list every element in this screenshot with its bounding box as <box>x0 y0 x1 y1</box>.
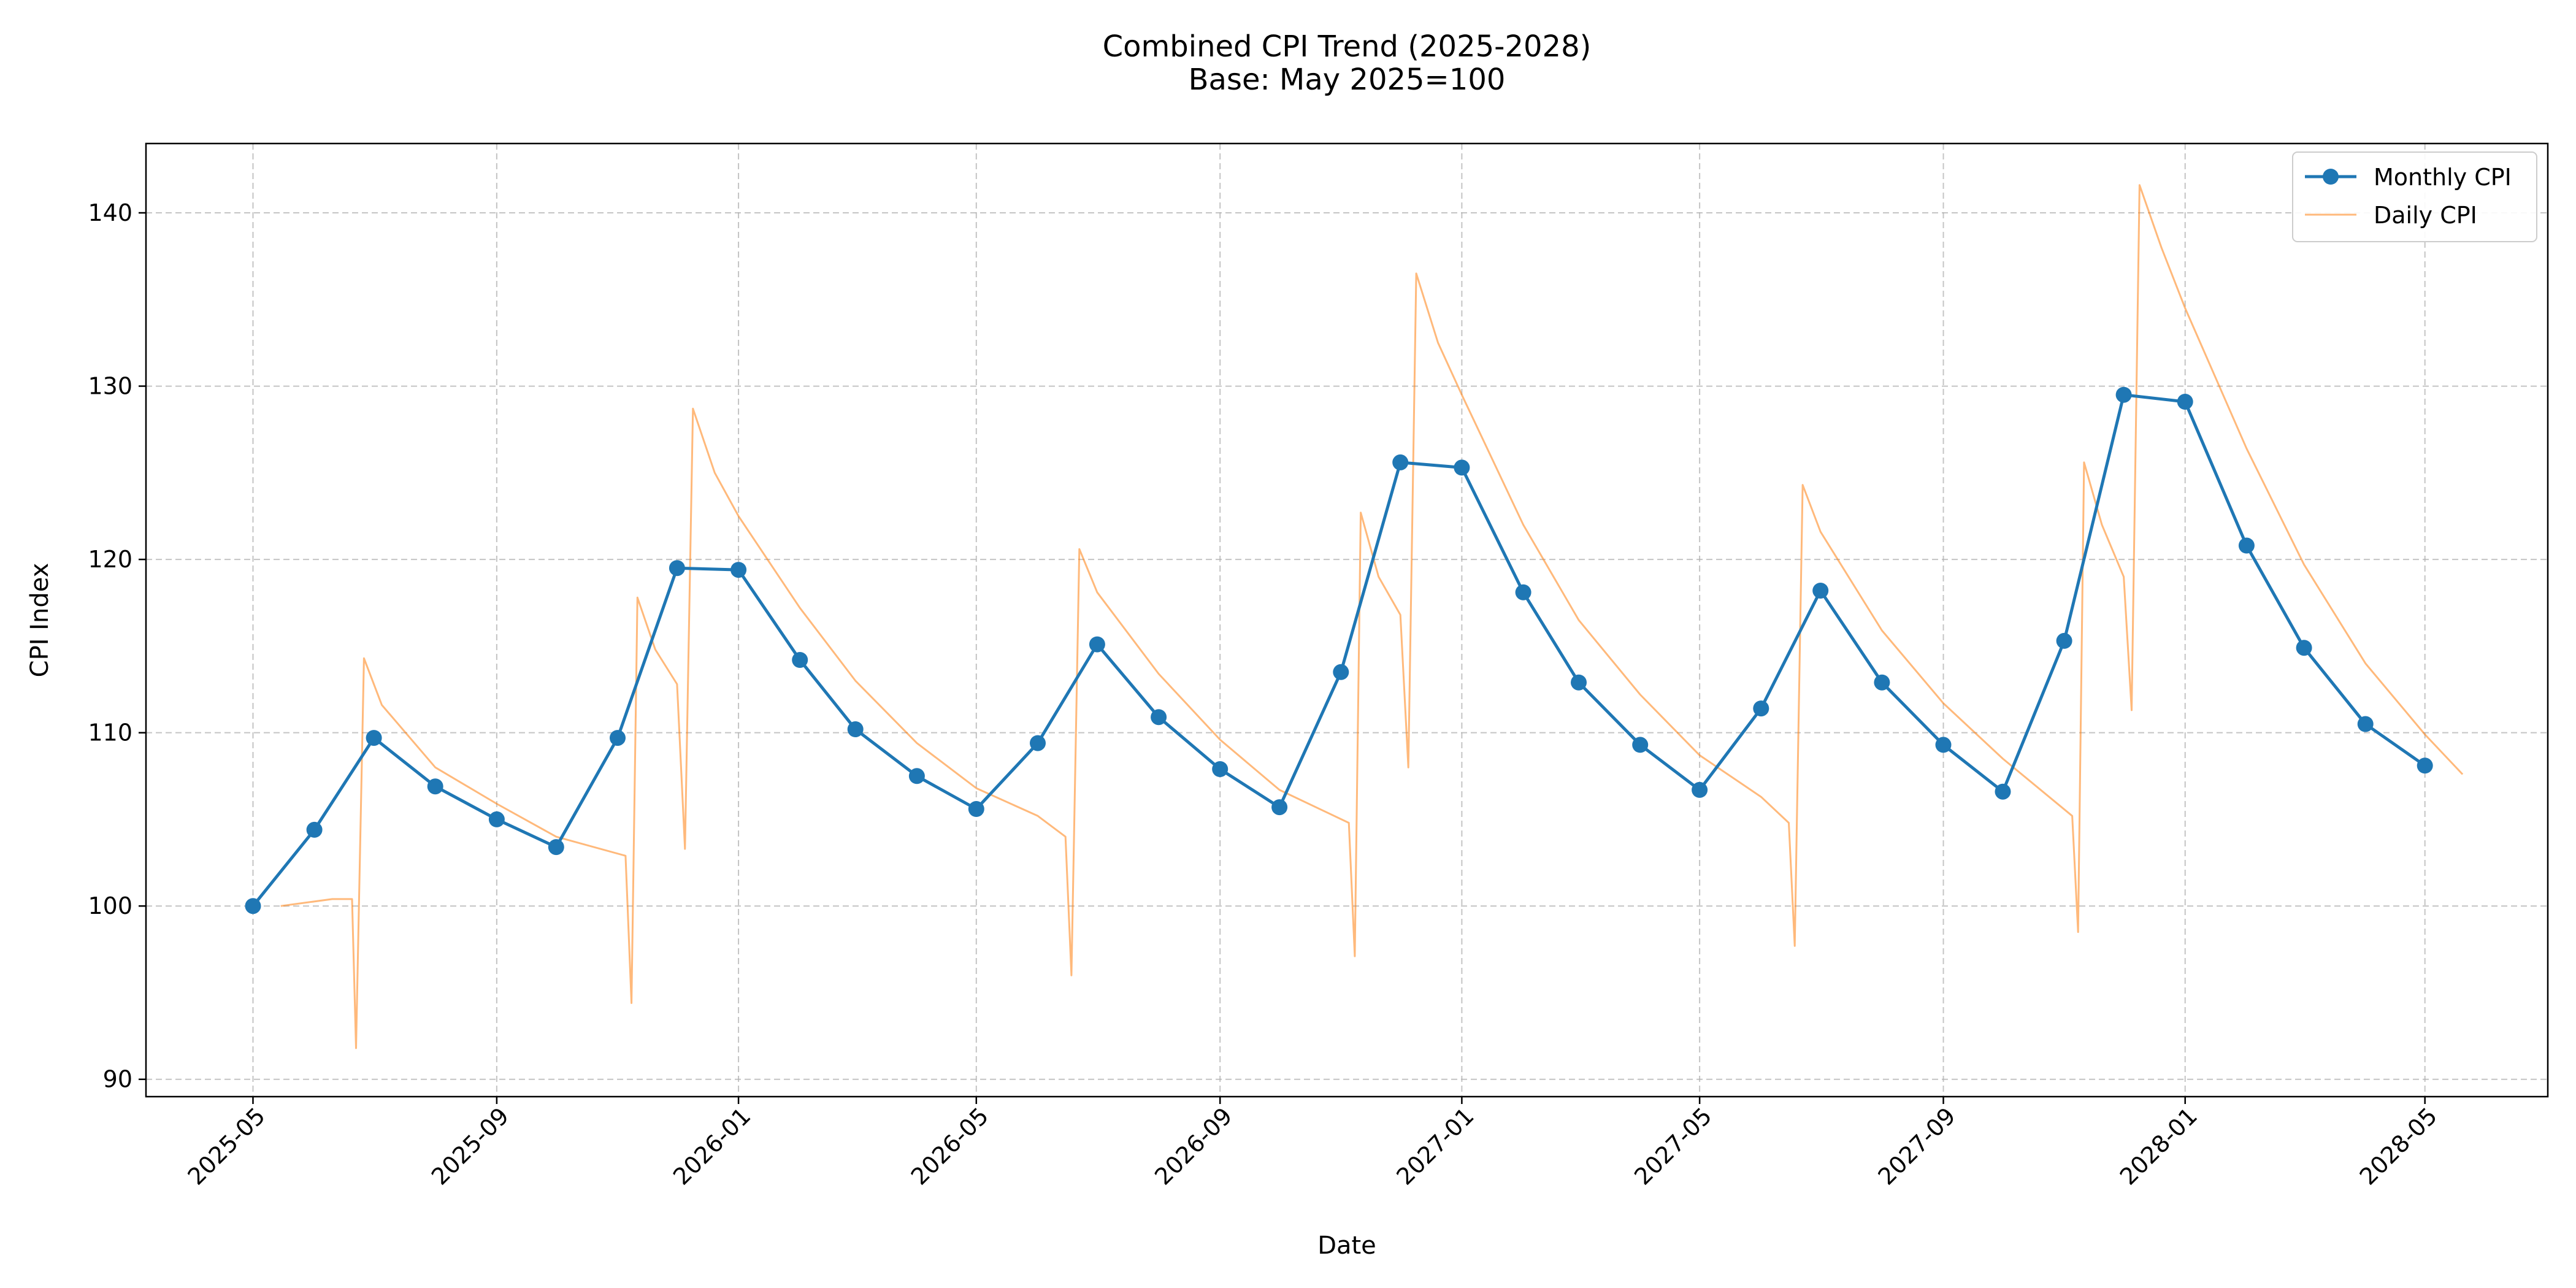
y-tick-label: 90 <box>103 1066 132 1093</box>
monthly-cpi-marker <box>1089 636 1105 653</box>
monthly-cpi-marker <box>2296 640 2312 656</box>
legend-monthly-label: Monthly CPI <box>2374 164 2512 191</box>
plot-area-frame <box>145 142 2549 1098</box>
monthly-cpi-marker <box>610 730 626 746</box>
monthly-cpi-marker <box>2357 716 2374 732</box>
monthly-cpi-marker <box>245 898 261 914</box>
monthly-cpi-marker <box>1030 735 1046 751</box>
monthly-cpi-marker <box>792 652 808 668</box>
monthly-cpi-marker <box>730 562 747 578</box>
monthly-cpi-marker <box>1935 737 1952 753</box>
monthly-cpi-marker <box>968 801 984 817</box>
monthly-cpi-marker <box>669 560 685 577</box>
daily-cpi-series <box>280 184 2464 1049</box>
monthly-cpi-marker <box>1151 709 1167 726</box>
y-tick-label: 130 <box>88 373 132 400</box>
monthly-cpi-marker <box>2238 537 2255 554</box>
chart-subtitle: Base: May 2025=100 <box>1189 63 1506 97</box>
y-axis-ticks: 90 100 110 120 130 140 <box>88 199 146 1093</box>
monthly-cpi-marker <box>1333 664 1349 680</box>
monthly-cpi-marker <box>1753 700 1769 717</box>
monthly-cpi-marker <box>2417 757 2433 774</box>
monthly-cpi-marker <box>1692 781 1708 798</box>
monthly-cpi-series <box>245 386 2433 914</box>
monthly-cpi-marker <box>1874 674 1890 691</box>
y-tick-label: 120 <box>88 546 132 573</box>
monthly-cpi-marker <box>1812 583 1829 599</box>
monthly-cpi-marker <box>1515 584 1531 600</box>
monthly-cpi-marker <box>306 821 323 838</box>
monthly-cpi-marker <box>366 730 382 746</box>
monthly-cpi-marker <box>488 811 505 827</box>
legend-daily-label: Daily CPI <box>2374 202 2477 229</box>
legend-monthly-marker <box>2323 169 2339 185</box>
monthly-cpi-marker <box>908 768 925 784</box>
monthly-cpi-marker <box>2177 394 2193 410</box>
grid-lines <box>146 144 2548 1097</box>
chart-title: Combined CPI Trend (2025-2028) <box>1103 29 1592 64</box>
x-axis-label: Date <box>1317 1232 1376 1260</box>
monthly-cpi-marker <box>427 778 443 795</box>
monthly-cpi-marker <box>2056 632 2072 649</box>
monthly-cpi-marker <box>1995 783 2011 800</box>
monthly-cpi-marker <box>1212 761 1229 777</box>
legend-box <box>2292 151 2537 242</box>
monthly-cpi-marker <box>1632 737 1649 753</box>
y-tick-label: 100 <box>88 892 132 919</box>
monthly-cpi-marker <box>847 721 864 737</box>
y-axis-label: CPI Index <box>26 563 54 678</box>
monthly-cpi-marker <box>1271 799 1288 816</box>
y-tick-label: 110 <box>88 719 132 746</box>
daily-cpi-line <box>280 184 2464 1049</box>
monthly-cpi-marker <box>1454 459 1470 476</box>
y-tick-label: 140 <box>88 199 132 226</box>
monthly-cpi-marker <box>1392 454 1409 470</box>
monthly-cpi-marker <box>2115 386 2132 403</box>
monthly-cpi-marker <box>548 839 564 856</box>
monthly-cpi-marker <box>1571 674 1587 691</box>
legend: Monthly CPI Daily CPI <box>2292 151 2537 242</box>
